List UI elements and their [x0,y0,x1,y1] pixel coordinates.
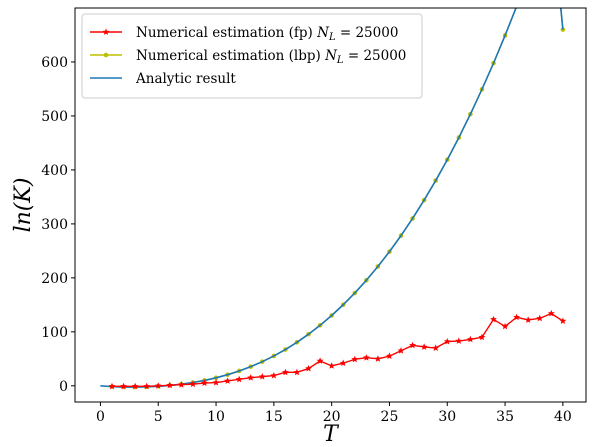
legend-label: Numerical estimation (lbp) NL = 25000 [136,48,406,66]
x-tick-label: 25 [381,409,399,425]
data-point [201,379,208,387]
data-point [386,352,393,360]
y-tick-label: 100 [41,325,68,341]
data-point [212,378,220,386]
data-point [501,322,509,330]
series-layer [100,8,567,390]
x-tick-label: 5 [154,409,163,425]
y-tick-label: 600 [41,55,68,71]
legend-item: Numerical estimation (fp) NL = 25000 [90,25,398,43]
y-axis-label: ln(K) [11,178,36,233]
x-tick-label: 35 [496,409,514,425]
y-tick-label: 400 [41,163,68,179]
data-point [108,382,116,390]
y-tick-label: 0 [59,379,68,395]
data-point [409,341,417,349]
data-point [131,382,139,390]
y-tick-label: 300 [41,217,68,233]
y-axis: 0 100 200 300 400 500 600 [41,55,75,395]
data-point [432,344,440,351]
data-point [224,377,232,384]
data-point [455,337,463,344]
data-point [339,359,347,367]
data-point [235,375,243,383]
legend-box [81,13,423,99]
data-point [270,371,278,379]
plot-frame [74,7,587,403]
data-point [547,309,555,317]
data-point [351,355,359,363]
legend: Numerical estimation (fp) NL = 25000 Nume… [81,13,423,99]
data-point [154,382,162,389]
x-tick-label: 30 [438,409,456,425]
x-tick-label: 15 [265,409,283,425]
data-point [247,374,255,381]
legend-label: Analytic result [135,71,236,87]
data-point [177,381,185,388]
data-point [420,343,428,350]
data-point [397,347,405,354]
legend-label: Numerical estimation (fp) NL = 25000 [136,25,398,43]
data-point [443,337,451,345]
data-point [293,368,301,376]
data-point [559,317,567,324]
data-point [362,354,370,361]
data-point [143,382,151,390]
data-point [305,364,312,372]
legend-item: Numerical estimation (lbp) NL = 25000 [90,48,406,66]
x-tick-label: 10 [207,409,225,425]
series-line [112,312,564,388]
legend-item: Analytic result [90,71,236,87]
data-point [328,362,336,369]
data-point [513,313,521,321]
y-tick-label: 200 [41,271,68,287]
data-point [374,355,382,362]
data-point [281,368,289,376]
data-point [120,382,127,390]
x-axis-label: T [323,422,340,447]
series-0 [108,309,567,390]
data-point [316,357,324,364]
data-point [466,335,474,343]
x-tick-label: 20 [323,409,341,425]
data-point [524,316,532,323]
data-point [536,314,544,322]
data-point [490,315,497,323]
data-point [478,333,486,341]
x-tick-label: 40 [554,409,572,425]
data-point [166,381,174,389]
x-axis: 0 5 10 15 20 25 30 35 40 [96,402,572,425]
data-point [258,373,266,380]
data-point [189,380,197,388]
y-tick-label: 500 [41,109,68,125]
x-tick-label: 0 [96,409,105,425]
